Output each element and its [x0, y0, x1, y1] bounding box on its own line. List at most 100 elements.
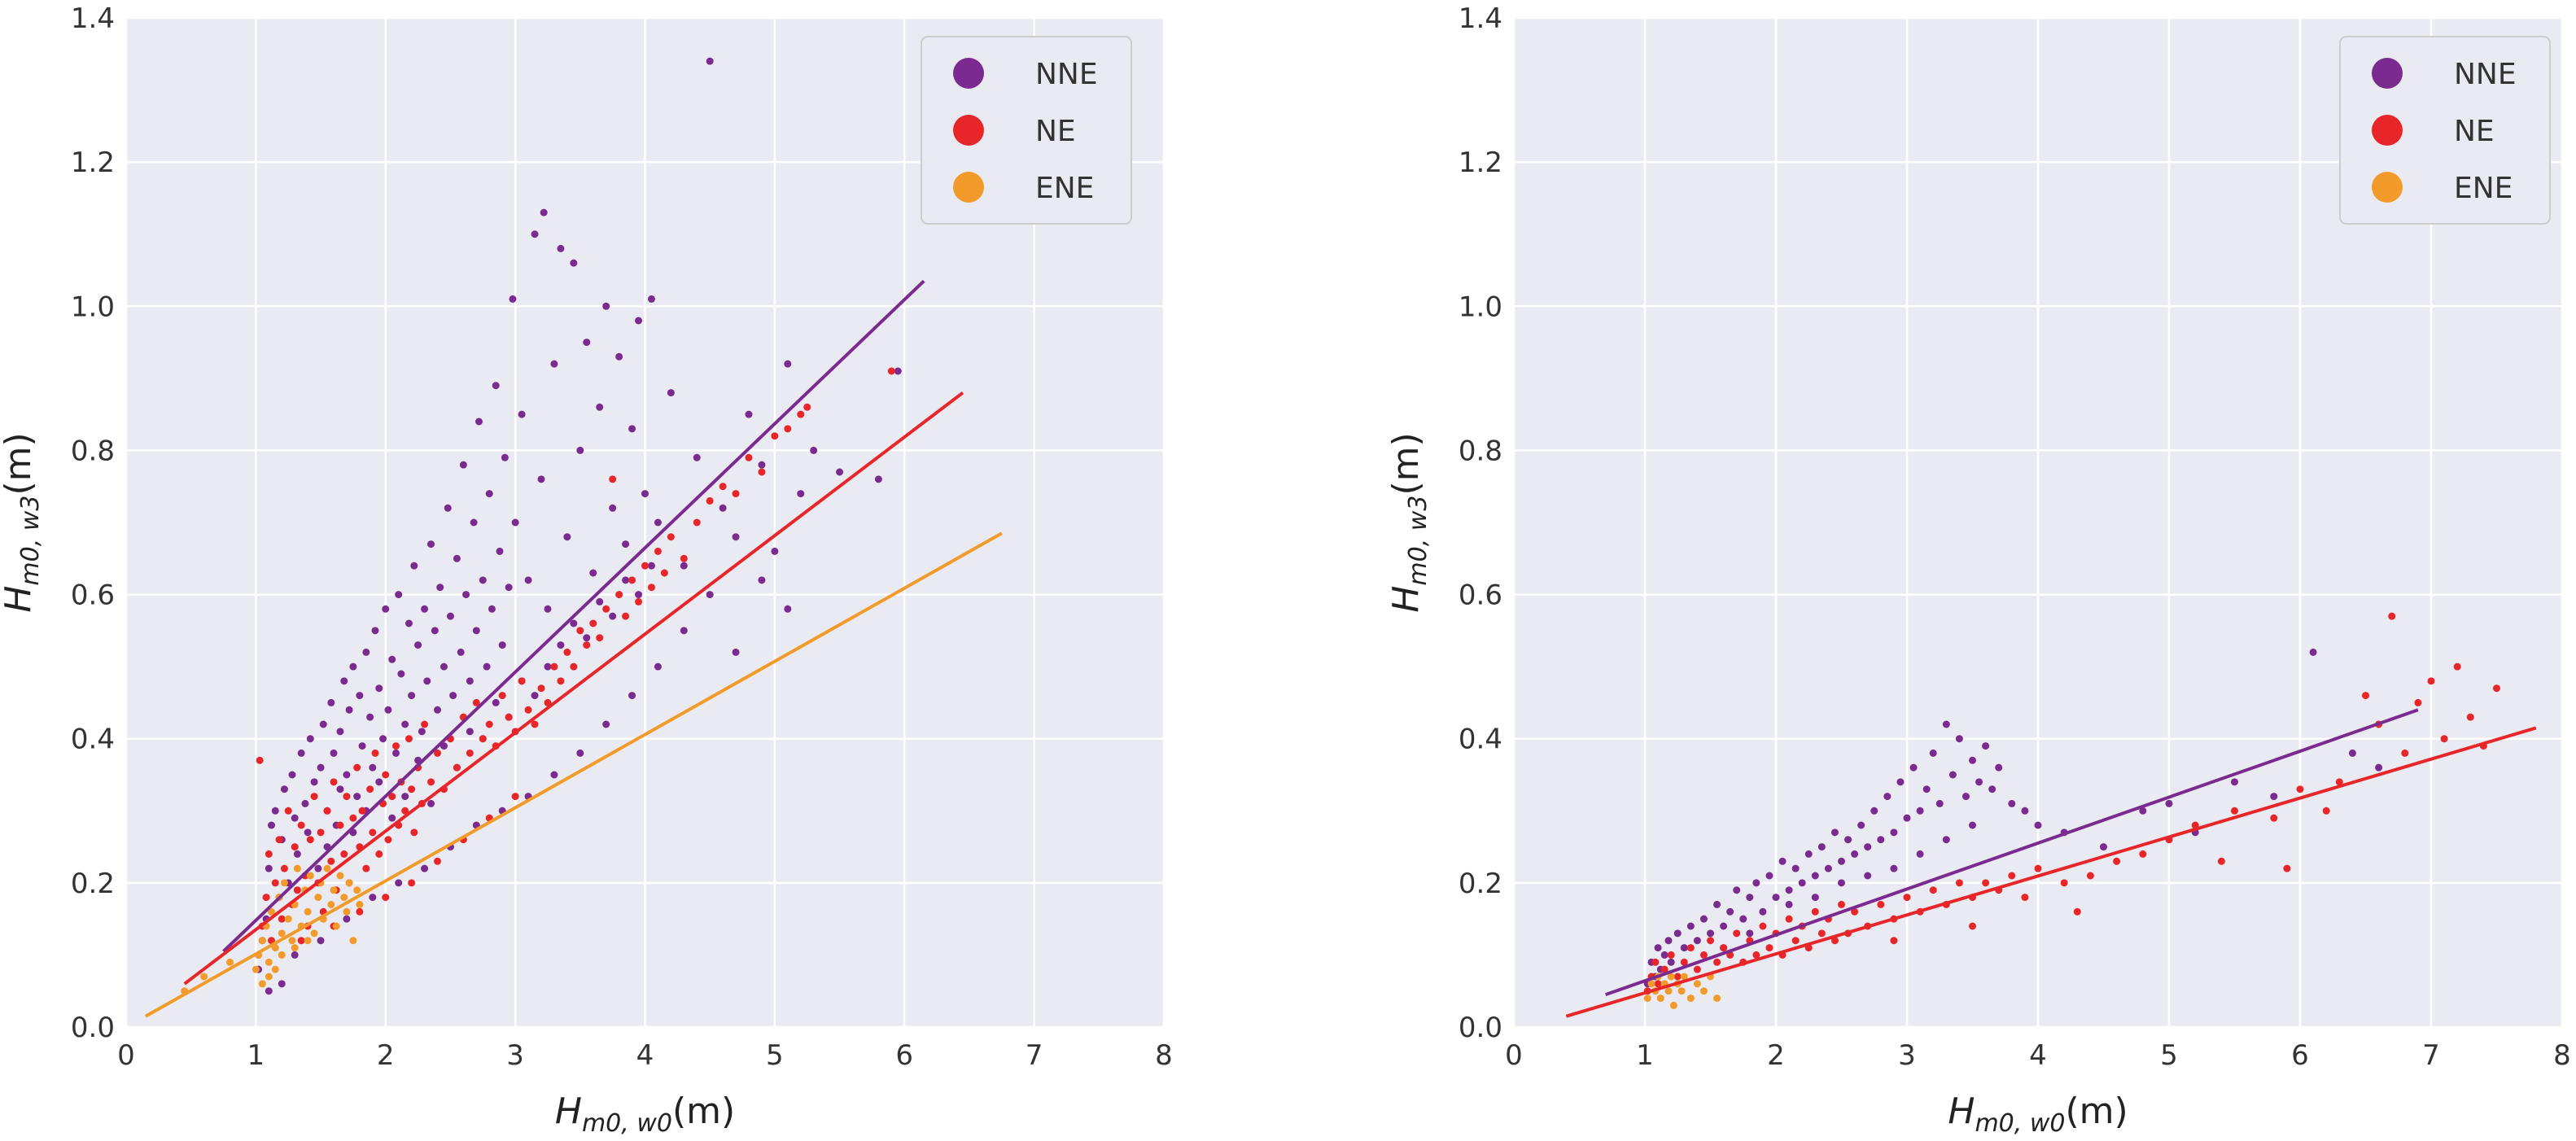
scatter-point-nne	[293, 850, 301, 858]
scatter-point-nne	[408, 692, 416, 700]
scatter-point-ne	[297, 821, 305, 829]
scatter-point-nne	[784, 360, 792, 368]
scatter-point-ne	[349, 814, 357, 822]
scatter-point-ne	[2270, 814, 2278, 822]
scatter-point-ene	[1664, 987, 1673, 995]
scatter-point-nne	[1864, 843, 1872, 851]
x-tick-label: 1	[247, 1039, 265, 1072]
right-scatter-panel: 0 1 2 3 4 5 6 7 8 0.0 0.2 0.4 0.6 0.8 1.0 1.2 1.4 NNE NE…	[1385, 2, 2571, 1138]
scatter-point-nne	[1922, 785, 1931, 793]
scatter-point-nne	[589, 569, 597, 577]
scatter-point-nne	[1890, 828, 1898, 837]
scatter-point-nne	[810, 446, 818, 454]
scatter-point-ene	[1713, 995, 1721, 1003]
scatter-point-ene	[340, 894, 348, 902]
scatter-point-nne	[518, 410, 526, 418]
scatter-point-nne	[1667, 958, 1675, 966]
scatter-point-nne	[635, 591, 643, 599]
scatter-point-nne	[444, 504, 452, 512]
scatter-point-ne	[1791, 937, 1800, 945]
scatter-point-ne	[758, 468, 766, 476]
scatter-point-nne	[596, 597, 604, 605]
fit-line-ene	[144, 531, 1003, 1018]
scatter-point-ene	[314, 894, 322, 902]
scatter-point-ne	[1720, 944, 1728, 952]
legend-box	[2339, 36, 2551, 225]
y-tick-label: 0.2	[71, 868, 115, 900]
scatter-point-ne	[485, 720, 493, 728]
scatter-point-ne	[343, 793, 351, 801]
scatter-point-nne	[2165, 799, 2173, 807]
scatter-point-nne	[388, 655, 396, 663]
scatter-point-ne	[392, 742, 400, 750]
scatter-point-nne	[628, 692, 636, 700]
right-legend: NNE NE ENE	[2339, 36, 2551, 225]
scatter-point-nne	[388, 814, 396, 822]
scatter-point-ne	[1955, 879, 1963, 887]
scatter-point-nne	[622, 576, 630, 584]
scatter-point-ne	[2414, 698, 2422, 706]
scatter-point-nne	[1664, 937, 1673, 945]
scatter-point-nne	[745, 410, 753, 418]
scatter-point-nne	[371, 627, 379, 635]
scatter-point-nne	[362, 648, 370, 656]
scatter-point-nne	[874, 475, 882, 483]
scatter-point-nne	[583, 339, 591, 347]
y-tick-label: 1.2	[71, 146, 115, 179]
scatter-point-nne	[297, 749, 305, 757]
scatter-point-nne	[1699, 915, 1708, 923]
x-tick-label: 7	[2422, 1039, 2440, 1072]
y-tick-label: 1.2	[1459, 146, 1502, 179]
scatter-point-nne	[485, 490, 493, 498]
legend-label-ne: NE	[1035, 115, 1076, 148]
scatter-point-ne	[2388, 612, 2396, 620]
scatter-point-nne	[540, 208, 548, 216]
scatter-point-nne	[1778, 857, 1787, 865]
scatter-point-ne	[284, 807, 292, 815]
scatter-point-ene	[323, 864, 331, 872]
scatter-point-ne	[356, 907, 364, 916]
x-tick-label: 5	[2160, 1039, 2178, 1072]
scatter-point-nne	[537, 475, 545, 483]
scatter-point-nne	[453, 554, 461, 562]
scatter-point-nne	[609, 612, 617, 620]
scatter-point-ne	[1969, 922, 1976, 930]
scatter-point-nne	[379, 735, 387, 743]
y-tick-label: 0.2	[1459, 868, 1502, 900]
scatter-point-nne	[1838, 857, 1845, 865]
scatter-point-ne	[297, 937, 305, 945]
scatter-point-nne	[1935, 799, 1944, 807]
scatter-point-nne	[784, 605, 792, 613]
scatter-point-nne	[265, 864, 273, 872]
x-tick-label: 8	[1155, 1039, 1173, 1072]
scatter-point-nne	[369, 894, 377, 902]
scatter-point-nne	[496, 547, 504, 555]
scatter-point-nne	[2270, 793, 2278, 801]
scatter-point-ne	[745, 453, 753, 461]
scatter-point-ene	[271, 965, 279, 973]
scatter-point-ne	[323, 807, 331, 815]
scatter-point-nne	[1942, 720, 1950, 728]
right-y-ticks: 0.0 0.2 0.4 0.6 0.8 1.0 1.2 1.4	[1459, 2, 1502, 1044]
scatter-point-nne	[475, 417, 483, 426]
scatter-point-ne	[2008, 872, 2016, 880]
scatter-point-nne	[2231, 778, 2238, 786]
scatter-point-ne	[256, 756, 264, 764]
scatter-point-nne	[732, 533, 740, 541]
scatter-point-nne	[395, 879, 403, 887]
scatter-point-ene	[268, 907, 275, 916]
scatter-point-ne	[366, 785, 374, 793]
scatter-point-nne	[483, 662, 491, 671]
scatter-point-nne	[1817, 843, 1826, 851]
scatter-point-nne	[1844, 836, 1852, 844]
scatter-point-ne	[1877, 900, 1885, 908]
scatter-point-nne	[557, 244, 565, 252]
scatter-point-ene	[1699, 987, 1708, 995]
scatter-point-nne	[330, 749, 338, 757]
scatter-point-nne	[265, 987, 273, 995]
scatter-point-ne	[1851, 907, 1859, 916]
scatter-point-nne	[1693, 937, 1701, 945]
scatter-point-nne	[654, 662, 662, 671]
scatter-point-nne	[421, 864, 429, 872]
scatter-point-nne	[1975, 778, 1983, 786]
